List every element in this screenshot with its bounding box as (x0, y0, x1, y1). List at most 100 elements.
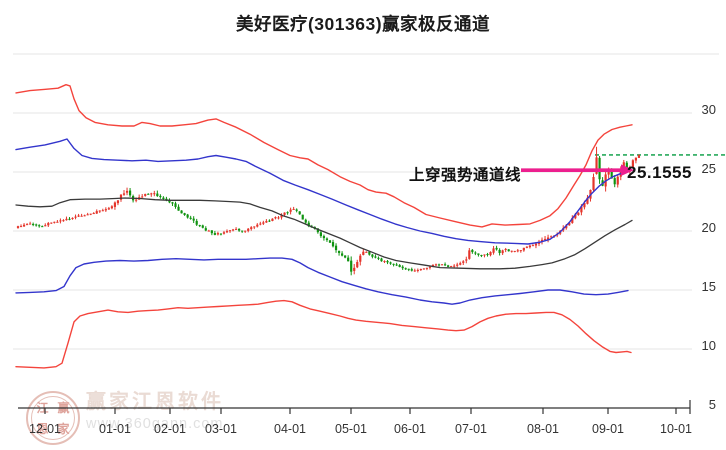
candle (29, 223, 32, 225)
candle (425, 267, 429, 269)
candle (104, 209, 107, 211)
channel-line-lower-outer (15, 299, 632, 369)
candle (25, 224, 29, 226)
candle (504, 248, 507, 250)
seal-char: 恩 (36, 421, 49, 436)
candle (380, 258, 383, 262)
candle (98, 210, 101, 212)
candle (607, 169, 610, 175)
candle (89, 213, 92, 215)
candle (489, 252, 492, 256)
candle (356, 262, 359, 268)
candle (147, 193, 150, 195)
candle (377, 257, 380, 259)
candle (534, 243, 538, 246)
seal-char: 家 (57, 421, 70, 436)
candle (180, 210, 183, 214)
candle (410, 269, 413, 271)
x-tick-label: 10-01 (660, 422, 692, 436)
candle (86, 214, 89, 216)
candle (413, 270, 416, 272)
candle (16, 226, 20, 228)
candle (501, 250, 504, 254)
y-tick-label: 15 (702, 279, 716, 294)
candle (613, 178, 616, 185)
candle (71, 217, 74, 220)
candle (583, 203, 586, 208)
candle (256, 224, 259, 227)
candle (241, 230, 244, 232)
candle (595, 157, 598, 174)
y-tick-label: 5 (709, 397, 716, 412)
x-tick-label: 04-01 (274, 422, 306, 436)
candle (465, 259, 468, 261)
candles-layer (16, 146, 641, 276)
breakout-arrow-head (621, 164, 634, 176)
candle (238, 228, 241, 231)
candle (283, 212, 286, 215)
candle (522, 247, 525, 251)
candle (177, 206, 180, 211)
candle (471, 249, 474, 253)
candle (77, 215, 80, 217)
watermark-url-text: www.360gann.com (86, 416, 224, 432)
candle (22, 224, 26, 227)
candle (110, 206, 113, 209)
candle (347, 257, 350, 262)
x-tick-label: 12-01 (29, 422, 61, 436)
candle (525, 246, 528, 248)
candle (443, 264, 447, 266)
candle (228, 230, 232, 232)
candle (631, 160, 634, 167)
x-tick-label: 01-01 (99, 422, 131, 436)
candle (186, 214, 189, 218)
breakout-annotation-label: 上穿强势通道线 (409, 167, 522, 184)
candle (253, 226, 256, 228)
candle (68, 218, 71, 220)
candle (210, 230, 213, 234)
channel-line-lower-inner (15, 257, 629, 305)
candle (368, 251, 371, 255)
candle (125, 190, 129, 193)
candle (150, 193, 153, 195)
channel-lines-layer (15, 83, 633, 369)
candle (462, 261, 465, 263)
candle (277, 217, 280, 219)
gridlines-layer (13, 53, 719, 350)
candle (195, 220, 198, 225)
candle (374, 256, 377, 258)
candle (546, 237, 550, 240)
candle (550, 236, 553, 238)
candle (295, 209, 298, 211)
candle (331, 242, 335, 247)
candle (371, 254, 374, 257)
y-tick-label: 10 (702, 338, 716, 353)
candle (44, 225, 47, 227)
candle (528, 245, 532, 248)
candle (383, 261, 386, 263)
candle (456, 264, 459, 266)
candle (328, 240, 332, 243)
channel-line-middle (15, 197, 633, 270)
candle (480, 255, 483, 257)
candle (50, 222, 53, 224)
candle (116, 200, 120, 204)
candle (156, 193, 159, 197)
candle (74, 216, 77, 218)
channel-line-upper-outer (15, 83, 633, 228)
breakout-arrow (521, 164, 634, 176)
candle (259, 223, 262, 225)
candle (574, 214, 577, 219)
candle (459, 263, 462, 265)
candle (577, 212, 580, 216)
candle (540, 239, 544, 242)
candle (334, 245, 338, 251)
candle (453, 265, 456, 267)
candle (507, 249, 510, 252)
candle (207, 230, 210, 232)
candle (637, 155, 641, 158)
candle (198, 225, 201, 227)
candle (204, 228, 207, 231)
candle (192, 218, 195, 221)
